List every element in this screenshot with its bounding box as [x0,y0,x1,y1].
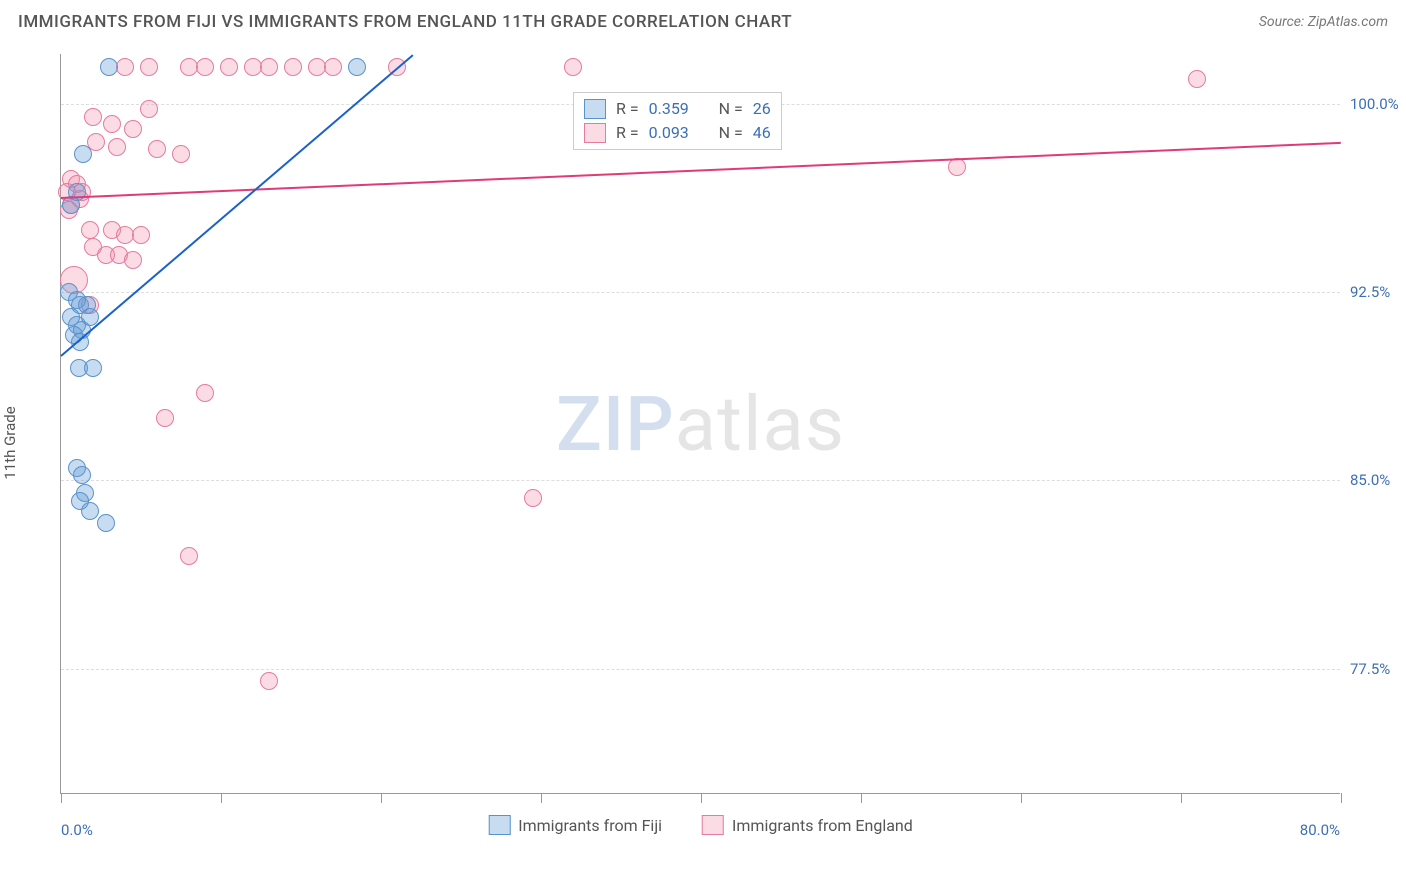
legend-swatch [584,99,606,119]
legend-r-value: 0.359 [649,99,709,118]
point-england [260,672,278,690]
legend-row: R = 0.359 N = 26 [584,97,771,121]
trend-line [60,54,413,357]
point-england [196,58,214,76]
x-tick [701,793,702,803]
point-fiji [97,514,115,532]
point-england [84,108,102,126]
legend-r-label: R = [616,123,639,142]
point-england [108,138,126,156]
legend-n-label: N = [719,123,743,142]
watermark: ZIPatlas [556,379,845,469]
point-england [220,58,238,76]
chart-title: IMMIGRANTS FROM FIJI VS IMMIGRANTS FROM … [18,12,792,32]
x-tick [1341,793,1342,803]
gridline [61,292,1340,293]
x-min-label: 0.0% [61,793,93,839]
y-tick-label: 85.0% [1340,471,1390,489]
legend-item: Immigrants from England [702,815,913,835]
point-fiji [348,58,366,76]
point-england [564,58,582,76]
point-fiji [73,466,91,484]
point-england [156,409,174,427]
point-fiji [100,58,118,76]
point-england [260,58,278,76]
y-tick-label: 77.5% [1340,660,1390,678]
source-label: Source: ZipAtlas.com [1259,14,1388,30]
x-tick [221,793,222,803]
legend-label: Immigrants from Fiji [518,816,662,835]
point-england [284,58,302,76]
legend-n-value: 46 [753,123,771,142]
point-england [81,221,99,239]
x-max-label: 80.0% [1300,793,1340,839]
legend-swatch [584,123,606,143]
x-tick [1181,793,1182,803]
legend-r-value: 0.093 [649,123,709,142]
x-tick [381,793,382,803]
point-england [140,100,158,118]
y-tick-label: 92.5% [1340,283,1390,301]
x-tick [541,793,542,803]
point-england [148,140,166,158]
legend-row: R = 0.093 N = 46 [584,121,771,145]
x-tick [1021,793,1022,803]
legend-item: Immigrants from Fiji [488,815,662,835]
legend-swatch [488,815,510,835]
point-england [324,58,342,76]
legend-label: Immigrants from England [732,816,913,835]
x-tick [861,793,862,803]
point-england [1188,70,1206,88]
legend-r-label: R = [616,99,639,118]
point-fiji [84,359,102,377]
point-england [132,226,150,244]
legend-swatch [702,815,724,835]
point-england [116,58,134,76]
gridline [61,669,1340,670]
point-england [103,115,121,133]
point-england [180,547,198,565]
legend-n-label: N = [719,99,743,118]
point-fiji [81,502,99,520]
legend-top: R = 0.359 N = 26 R = 0.093 N = 46 [573,92,782,150]
point-england [196,384,214,402]
point-england [124,251,142,269]
x-tick [61,793,62,803]
y-tick-label: 100.0% [1340,95,1399,113]
gridline [61,480,1340,481]
y-axis-label: 11th Grade [1,406,19,479]
chart: 11th Grade ZIPatlas 0.0% 80.0% Immigrant… [18,48,1388,838]
point-fiji [74,145,92,163]
point-england [124,120,142,138]
legend-n-value: 26 [753,99,771,118]
point-england [524,489,542,507]
point-england [172,145,190,163]
point-england [140,58,158,76]
plot-area: ZIPatlas 0.0% 80.0% Immigrants from Fiji… [60,54,1340,794]
